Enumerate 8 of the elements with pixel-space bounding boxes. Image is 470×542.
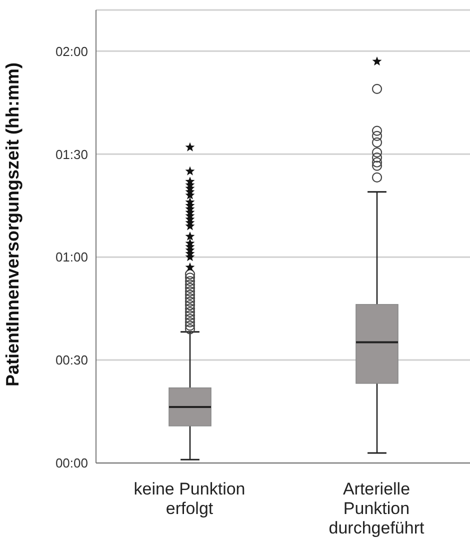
y-tick-label: 02:00 [55, 44, 88, 59]
y-tick-label: 01:30 [55, 146, 88, 162]
y-tick-label: 01:00 [55, 250, 88, 265]
x-tick-label: Arterielle Punktion durchgeführt [328, 479, 424, 538]
y-axis-title: PatientInnenversorgungszeit (hh:mm) [2, 62, 22, 386]
x-tick-label: keine Punktion erfolgt [134, 479, 246, 518]
y-tick-label: 00:30 [55, 352, 88, 368]
y-tick-label: 00:00 [55, 456, 88, 471]
